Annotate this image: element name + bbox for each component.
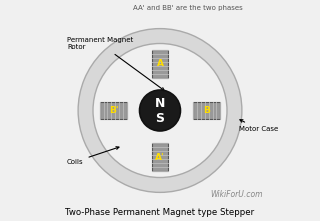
Text: AA' and BB' are the two phases: AA' and BB' are the two phases — [133, 5, 243, 11]
Text: B': B' — [109, 106, 118, 115]
Text: Permanent Magnet
Rotor: Permanent Magnet Rotor — [67, 37, 164, 90]
Text: A: A — [156, 59, 164, 69]
Bar — [152, 50, 168, 78]
Bar — [193, 102, 220, 119]
Text: Coils: Coils — [67, 147, 119, 165]
Text: A': A' — [155, 152, 165, 162]
Text: N: N — [155, 97, 165, 110]
Text: Two-Phase Permanent Magnet type Stepper: Two-Phase Permanent Magnet type Stepper — [65, 208, 255, 217]
Bar — [100, 102, 127, 119]
Text: WikiForU.com: WikiForU.com — [210, 190, 262, 199]
Text: Motor Case: Motor Case — [239, 120, 278, 132]
Circle shape — [140, 90, 180, 131]
Bar — [152, 143, 168, 171]
Text: S: S — [156, 112, 164, 125]
Text: B: B — [203, 106, 210, 115]
